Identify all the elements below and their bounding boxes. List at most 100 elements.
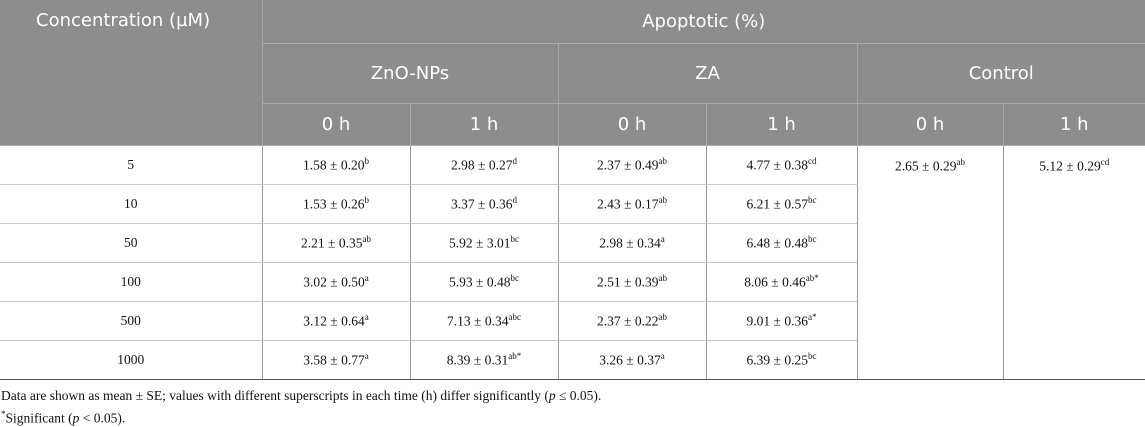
- value-cell: 4.77 ± 0.38cd: [706, 145, 857, 184]
- value-cell: 3.26 ± 0.37a: [558, 340, 706, 379]
- cell-superscript: cd: [1101, 157, 1110, 167]
- cell-value: 2.37 ± 0.49: [597, 157, 658, 172]
- cell-value: 2.21 ± 0.35: [301, 235, 362, 250]
- concentration-cell: 500: [0, 301, 262, 340]
- control-cell: 5.12 ± 0.29cd: [1003, 145, 1145, 379]
- cell-value: 2.98 ± 0.34: [599, 235, 660, 250]
- cell-superscript: ab*: [508, 351, 521, 361]
- concentration-cell: 5: [0, 145, 262, 184]
- cell-value: 5.12 ± 0.29: [1039, 158, 1100, 173]
- cell-value: 2.65 ± 0.29: [895, 158, 956, 173]
- header-time: 0 h: [262, 103, 410, 145]
- cell-value: 1.58 ± 0.20: [303, 157, 364, 172]
- concentration-cell: 1000: [0, 340, 262, 379]
- cell-superscript: ab: [658, 273, 667, 283]
- cell-value: 8.39 ± 0.31: [447, 352, 508, 367]
- cell-superscript: a*: [808, 312, 817, 322]
- value-cell: 3.12 ± 0.64a: [262, 301, 410, 340]
- cell-value: 9.01 ± 0.36: [747, 313, 808, 328]
- cell-superscript: ab: [658, 312, 667, 322]
- concentration-cell: 100: [0, 262, 262, 301]
- value-cell: 2.21 ± 0.35ab: [262, 223, 410, 262]
- cell-superscript: abc: [508, 312, 521, 322]
- cell-value: 6.39 ± 0.25: [747, 352, 808, 367]
- cell-value: 3.12 ± 0.64: [303, 313, 364, 328]
- header-subgroup: Control: [857, 43, 1145, 103]
- value-cell: 6.21 ± 0.57bc: [706, 184, 857, 223]
- value-cell: 2.37 ± 0.49ab: [558, 145, 706, 184]
- value-cell: 2.37 ± 0.22ab: [558, 301, 706, 340]
- header-subgroup: ZA: [558, 43, 857, 103]
- cell-superscript: bc: [510, 234, 519, 244]
- value-cell: 8.39 ± 0.31ab*: [410, 340, 558, 379]
- footnote-text: ≤ 0.05).: [556, 388, 602, 403]
- cell-superscript: a: [365, 351, 369, 361]
- value-cell: 9.01 ± 0.36a*: [706, 301, 857, 340]
- cell-value: 3.58 ± 0.77: [303, 352, 364, 367]
- cell-superscript: ab: [956, 157, 965, 167]
- value-cell: 3.37 ± 0.36d: [410, 184, 558, 223]
- footnote-text: Significant (: [6, 410, 73, 425]
- results-table: Concentration (µM) Apoptotic (%) ZnO-NPs…: [0, 0, 1145, 380]
- value-cell: 2.43 ± 0.17ab: [558, 184, 706, 223]
- cell-superscript: bc: [510, 273, 519, 283]
- cell-superscript: ab: [658, 156, 667, 166]
- value-cell: 8.06 ± 0.46ab*: [706, 262, 857, 301]
- cell-value: 7.13 ± 0.34: [447, 313, 508, 328]
- cell-superscript: a: [365, 312, 369, 322]
- value-cell: 6.48 ± 0.48bc: [706, 223, 857, 262]
- cell-value: 2.37 ± 0.22: [597, 313, 658, 328]
- value-cell: 7.13 ± 0.34abc: [410, 301, 558, 340]
- value-cell: 5.93 ± 0.48bc: [410, 262, 558, 301]
- cell-superscript: a: [661, 351, 665, 361]
- value-cell: 1.58 ± 0.20b: [262, 145, 410, 184]
- cell-superscript: a: [365, 273, 369, 283]
- header-time: 1 h: [1003, 103, 1145, 145]
- header-group: Apoptotic (%): [262, 0, 1145, 43]
- cell-superscript: ab: [658, 195, 667, 205]
- value-cell: 2.51 ± 0.39ab: [558, 262, 706, 301]
- value-cell: 1.53 ± 0.26b: [262, 184, 410, 223]
- header-time: 1 h: [706, 103, 857, 145]
- value-cell: 2.98 ± 0.27d: [410, 145, 558, 184]
- cell-value: 3.26 ± 0.37: [599, 352, 660, 367]
- cell-superscript: b: [364, 156, 369, 166]
- footnote-text: p: [549, 388, 556, 403]
- header-time: 0 h: [558, 103, 706, 145]
- cell-superscript: cd: [808, 156, 817, 166]
- value-cell: 2.98 ± 0.34a: [558, 223, 706, 262]
- cell-superscript: bc: [808, 234, 817, 244]
- cell-value: 8.06 ± 0.46: [744, 274, 805, 289]
- cell-superscript: ab*: [806, 273, 819, 283]
- footnote-text: Data are shown as mean ± SE; values with…: [1, 388, 549, 403]
- concentration-cell: 50: [0, 223, 262, 262]
- header-subgroup: ZnO-NPs: [262, 43, 558, 103]
- value-cell: 3.02 ± 0.50a: [262, 262, 410, 301]
- header-concentration: Concentration (µM): [0, 0, 262, 145]
- value-cell: 5.92 ± 3.01bc: [410, 223, 558, 262]
- footnote: Data are shown as mean ± SE; values with…: [0, 386, 1145, 405]
- cell-value: 4.77 ± 0.38: [747, 157, 808, 172]
- cell-superscript: d: [512, 156, 517, 166]
- cell-value: 5.93 ± 0.48: [449, 274, 510, 289]
- value-cell: 3.58 ± 0.77a: [262, 340, 410, 379]
- footnote: *Significant (p < 0.05).: [0, 405, 1145, 427]
- cell-value: 2.98 ± 0.27: [451, 157, 512, 172]
- cell-value: 6.48 ± 0.48: [747, 235, 808, 250]
- cell-superscript: b: [364, 195, 369, 205]
- header-time: 1 h: [410, 103, 558, 145]
- cell-value: 6.21 ± 0.57: [747, 196, 808, 211]
- cell-superscript: bc: [808, 195, 817, 205]
- header-time: 0 h: [857, 103, 1003, 145]
- footnote-text: < 0.05).: [79, 410, 125, 425]
- cell-superscript: bc: [808, 351, 817, 361]
- value-cell: 6.39 ± 0.25bc: [706, 340, 857, 379]
- cell-value: 3.37 ± 0.36: [451, 196, 512, 211]
- concentration-cell: 10: [0, 184, 262, 223]
- cell-value: 1.53 ± 0.26: [303, 196, 364, 211]
- cell-value: 3.02 ± 0.50: [303, 274, 364, 289]
- cell-superscript: a: [661, 234, 665, 244]
- cell-superscript: d: [512, 195, 517, 205]
